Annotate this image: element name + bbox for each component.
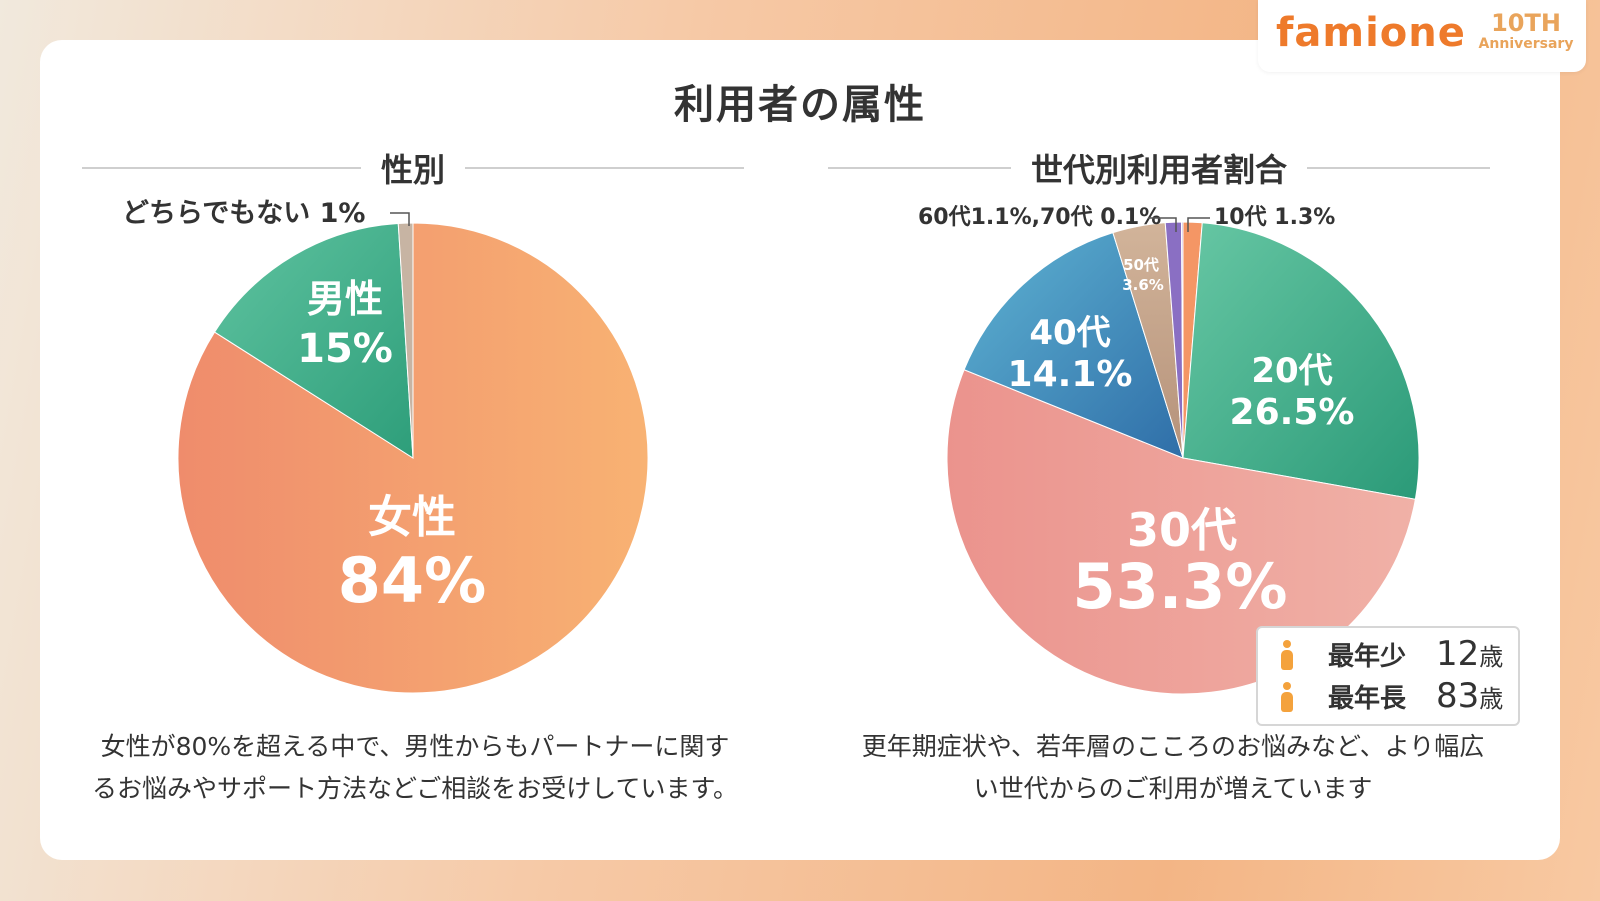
pie-slice-male <box>213 222 414 459</box>
person-icon <box>1280 640 1294 670</box>
caption-line: 女性が80%を超える中で、男性からもパートナーに関す <box>100 732 730 761</box>
gender-section-heading: 性別 <box>82 148 745 189</box>
age-heading-text: 世代別利用者割合 <box>1031 151 1288 189</box>
anniversary-badge: 10TH Anniversary <box>1476 10 1576 52</box>
age30-value: 53.3% <box>1072 550 1287 623</box>
callout-neither-label: どちらでもない 1% <box>122 198 365 229</box>
oldest-unit: 歳 <box>1479 685 1504 713</box>
caption-line: 更年期症状や、若年層のこころのお悩みなど、より幅広 <box>861 732 1485 761</box>
age40-label: 40代 <box>1029 313 1110 353</box>
age40-value: 14.1% <box>1008 354 1133 395</box>
callout-60-70-line <box>1148 217 1177 232</box>
oldest-label: 最年長 <box>1328 683 1407 714</box>
callout-60-70-label: 60代1.1%,70代 0.1% <box>918 205 1161 230</box>
logo-text: famione <box>1276 10 1466 56</box>
callout-neither-line <box>390 212 410 226</box>
callout-10-label: 10代 1.3% <box>1214 205 1335 230</box>
gender-heading-text: 性別 <box>381 151 446 189</box>
caption-line: るお悩みやサポート方法などご相談をお受けしています。 <box>91 774 738 803</box>
age50-value: 3.6% <box>1122 276 1164 294</box>
caption-line: い世代からのご利用が増えています <box>973 774 1373 803</box>
gender-pie <box>177 222 649 694</box>
anniversary-number: 10TH <box>1491 9 1561 37</box>
male-value: 15% <box>297 326 393 372</box>
divider <box>465 167 745 169</box>
age50-label: 50代 <box>1123 256 1159 274</box>
divider <box>82 167 361 169</box>
pie-slice-neither <box>397 222 414 459</box>
age-range-box: 最年少 12歳 最年長 83歳 <box>1256 626 1520 726</box>
pie-slice-age40 <box>963 232 1184 459</box>
youngest-label: 最年少 <box>1328 641 1407 672</box>
page-title: 利用者の属性 <box>674 82 926 128</box>
age30-label: 30代 <box>1127 503 1237 557</box>
age20-value: 26.5% <box>1230 392 1355 433</box>
male-label: 男性 <box>307 277 383 321</box>
youngest-value-wrap: 12歳 <box>1436 634 1503 674</box>
divider <box>1307 167 1491 169</box>
age-caption: 更年期症状や、若年層のこころのお悩みなど、より幅広 い世代からのご利用が増えてい… <box>828 726 1518 810</box>
female-value: 84% <box>338 544 486 617</box>
callout-10-line <box>1187 217 1210 232</box>
oldest-value-wrap: 83歳 <box>1436 676 1503 716</box>
female-label: 女性 <box>368 492 456 543</box>
divider <box>828 167 1011 169</box>
age20-label: 20代 <box>1251 351 1332 391</box>
brand-logo[interactable]: famione 10TH Anniversary <box>1258 0 1586 72</box>
pie-slice-age70 <box>1181 221 1184 459</box>
youngest-value: 12 <box>1436 634 1480 674</box>
oldest-row: 最年長 83歳 <box>1258 676 1518 716</box>
person-icon <box>1280 682 1294 712</box>
youngest-unit: 歳 <box>1479 643 1504 671</box>
oldest-value: 83 <box>1436 676 1480 716</box>
anniversary-text: Anniversary <box>1478 36 1574 52</box>
pie-slice-age20 <box>1182 222 1420 500</box>
gender-caption: 女性が80%を超える中で、男性からもパートナーに関す るお悩みやサポート方法など… <box>60 726 770 810</box>
age-pie <box>946 221 1420 695</box>
pie-slice-age30 <box>946 369 1416 695</box>
age-section-heading: 世代別利用者割合 <box>828 148 1491 189</box>
youngest-row: 最年少 12歳 <box>1258 634 1518 674</box>
